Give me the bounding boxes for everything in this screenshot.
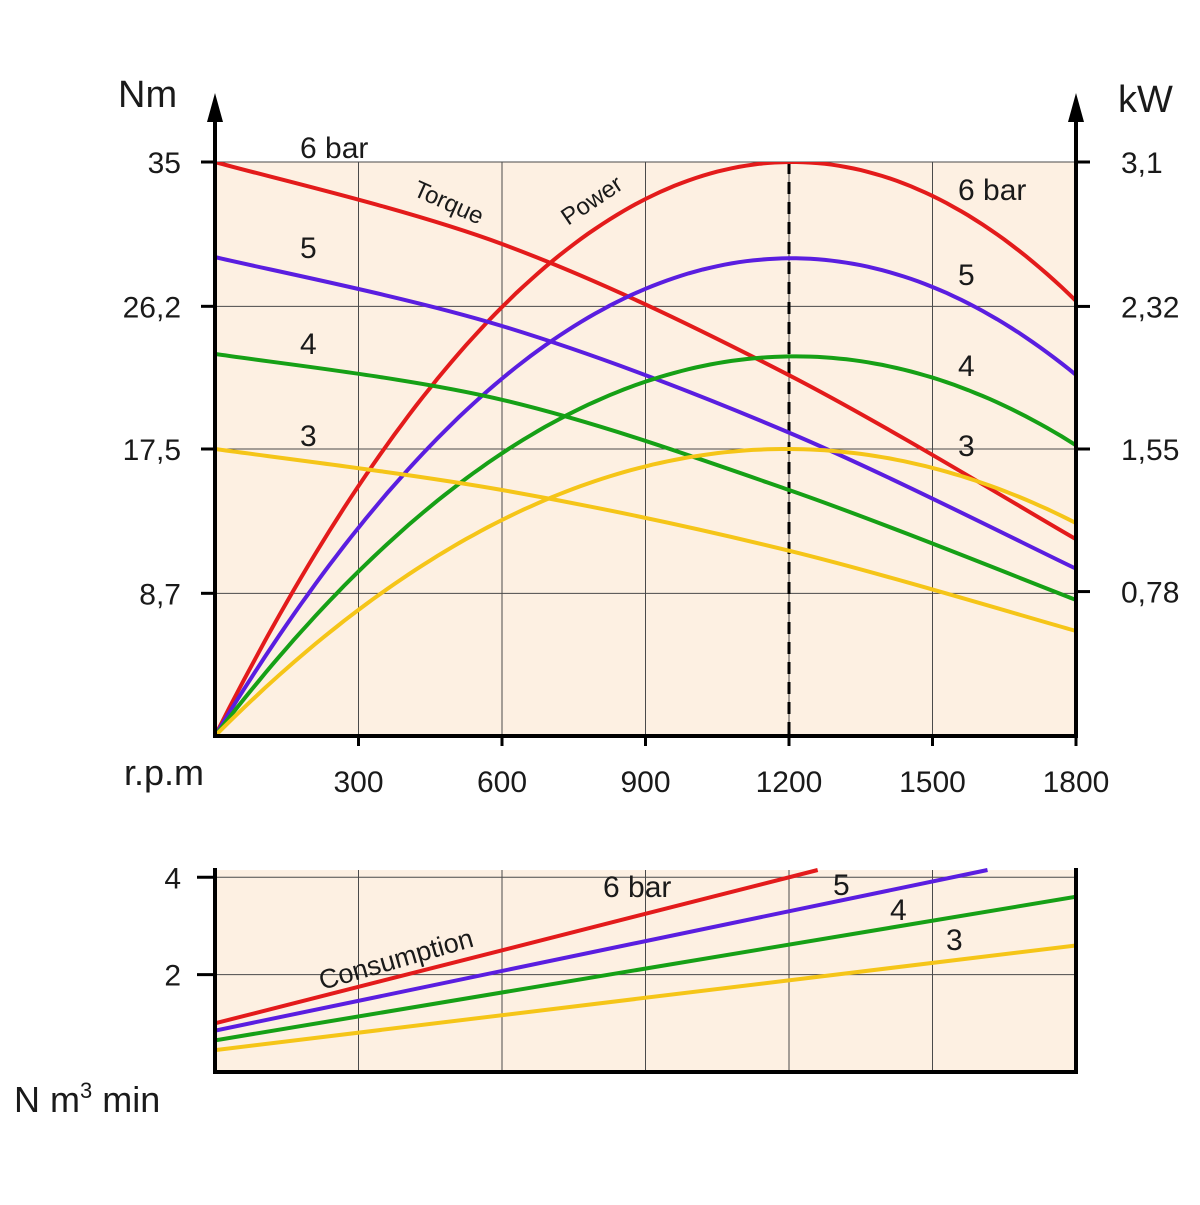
left-tick-label: 8,7 — [139, 578, 181, 611]
left-tick-label: 17,5 — [123, 434, 181, 467]
right-tick-label: 0,78 — [1121, 577, 1179, 610]
power-series-label: 3 — [958, 430, 975, 463]
torque-curve — [215, 447, 1076, 633]
consumption-series-label: 4 — [890, 894, 907, 927]
bottom-ticks — [197, 875, 215, 977]
bottom-curves — [215, 868, 1076, 1053]
consumption-line — [215, 943, 1076, 1053]
x-tick-label: 900 — [620, 766, 670, 799]
consumption-line — [215, 868, 819, 1026]
power-curve — [215, 447, 1076, 736]
power-series-label: 5 — [958, 259, 975, 292]
top-labels: 300 600 900 1200 1500 18003526,217,58,73,12,3… — [123, 132, 1180, 799]
right-tick-label: 2,32 — [1121, 291, 1179, 324]
left-unit-label: Nm — [118, 74, 177, 116]
power-series-label: 4 — [958, 350, 975, 383]
bottom-tick-label: 4 — [164, 862, 181, 895]
x-tick-label: 1800 — [1043, 766, 1110, 799]
x-axis-label: r.p.m — [124, 752, 204, 793]
consumption-line — [215, 894, 1076, 1043]
right-axis-arrow-icon — [1068, 93, 1084, 122]
consumption-unit-main: N m — [14, 1079, 80, 1120]
consumption-series-label: 5 — [833, 869, 850, 902]
bottom-labels: 4 2 6 bar 5 4 3 — [164, 862, 962, 992]
right-tick-label: 3,1 — [1121, 147, 1163, 180]
torque-series-label: 5 — [300, 232, 317, 265]
power-curve — [215, 354, 1076, 736]
consumption-series-label: 3 — [946, 924, 963, 957]
x-tick-label: 1200 — [756, 766, 823, 799]
torque-series-label: 4 — [300, 328, 317, 361]
left-tick-label: 35 — [148, 147, 181, 180]
left-tick-label: 26,2 — [123, 291, 181, 324]
bottom-tick-label: 2 — [164, 960, 181, 993]
torque-curve — [215, 351, 1076, 602]
right-tick-label: 1,55 — [1121, 434, 1179, 467]
right-unit-label: kW — [1118, 79, 1173, 121]
x-tick-label: 600 — [477, 766, 527, 799]
torque-curve — [215, 255, 1076, 571]
top-curves — [215, 162, 1076, 736]
consumption-unit-sup: 3 — [80, 1078, 92, 1103]
left-axis-arrow-icon — [207, 93, 223, 122]
x-tick-label: 1500 — [899, 766, 966, 799]
power-series-label: 6 bar — [958, 174, 1026, 207]
consumption-line — [215, 868, 988, 1033]
consumption-series-label: 6 bar — [603, 871, 671, 904]
torque-curve — [215, 162, 1076, 541]
torque-series-label: 3 — [300, 420, 317, 453]
consumption-unit-tail: min — [92, 1079, 160, 1120]
x-tick-label: 300 — [333, 766, 383, 799]
consumption-unit-label: N m3 min — [14, 1078, 160, 1120]
torque-series-label: 6 bar — [300, 132, 368, 165]
top-ticks — [201, 160, 1090, 746]
power-curve — [215, 256, 1076, 736]
power-curve — [215, 162, 1076, 736]
